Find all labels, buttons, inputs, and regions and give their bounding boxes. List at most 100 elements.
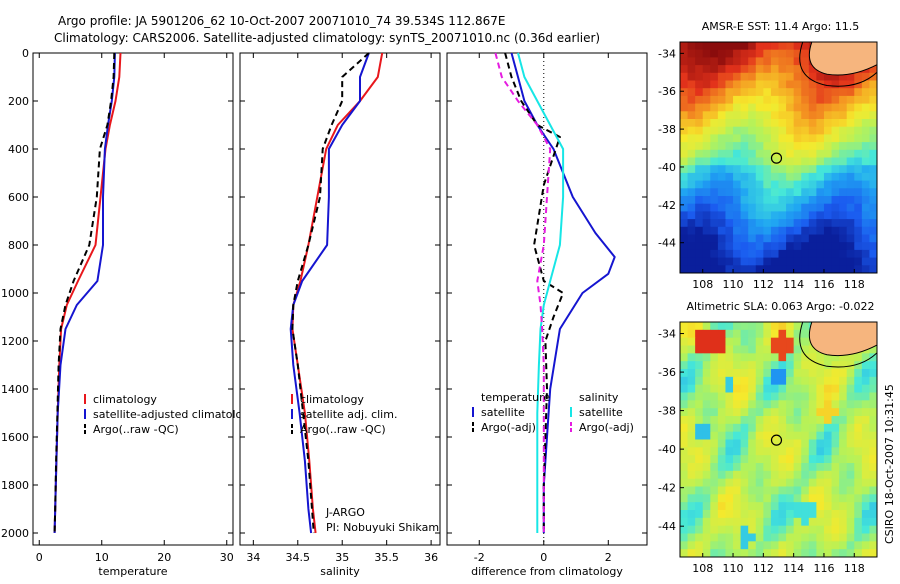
field-cell [786,384,795,394]
field-cell [778,188,787,197]
field-cell [748,329,757,339]
field-cell [702,322,711,331]
field-cell [846,478,855,488]
field-cell [740,400,749,409]
field-cell [839,157,848,166]
field-cell [831,80,840,89]
field-cell [710,455,719,464]
field-cell [725,408,734,417]
field-cell [801,80,810,89]
map-field [680,322,877,557]
field-cell [786,42,795,51]
field-cell [823,361,833,370]
figure-title-line1: Argo profile: JA 5901206_62 10-Oct-2007 … [58,14,506,28]
plot-frame [32,52,234,546]
field-cell [687,165,696,174]
field-cell [770,470,780,480]
field-cell [680,80,689,89]
field-cell [733,478,742,488]
field-cell [801,180,810,189]
field-cell [755,463,764,472]
field-cell [808,541,817,550]
field-cell [869,188,877,197]
field-cell [680,257,689,266]
field-cell [786,463,795,472]
field-cell [740,541,749,550]
field-cell [831,234,840,243]
field-cell [861,416,871,425]
field-cell [710,463,719,472]
field-cell [733,353,742,362]
field-cell [808,384,817,394]
field-cell [793,188,802,197]
field-cell [869,257,877,266]
field-cell [740,157,749,166]
field-cell [808,361,817,370]
field-cell [831,369,840,378]
field-cell [763,242,772,251]
field-cell [808,533,817,542]
field-cell [823,392,833,401]
field-cell [695,65,704,74]
field-cell [702,345,711,354]
map-x-tick-label: 116 [813,562,834,575]
field-cell [733,42,742,51]
field-cell [680,180,689,189]
field-cell [687,95,696,105]
field-cell [846,126,855,135]
x-tick-label: 2 [605,551,612,564]
field-cell [839,149,848,159]
field-cell [846,257,855,266]
field-cell [808,219,817,228]
field-cell [801,337,810,347]
field-cell [717,95,727,105]
field-cell [854,234,863,243]
field-cell [763,72,772,82]
field-cell [770,392,780,401]
field-cell [846,196,855,205]
field-cell [763,111,772,120]
field-cell [778,470,787,480]
field-cell [786,439,795,448]
legend-label: Argo(..raw -QC) [300,423,386,436]
field-cell [770,111,780,120]
field-cell [816,172,825,182]
field-cell [816,234,825,243]
field-cell [808,369,817,378]
field-cell [778,42,787,51]
field-cell [786,111,795,120]
field-cell [717,149,727,159]
coast-contour [799,42,877,87]
field-cell [687,322,696,331]
field-cell [763,95,772,105]
field-cell [748,408,757,417]
field-cell [687,337,696,347]
field-cell [816,400,825,409]
field-cell [733,455,742,464]
field-cell [717,180,727,189]
field-cell [763,142,772,151]
field-cell [733,111,742,120]
field-cell [816,470,825,480]
field-cell [687,234,696,243]
field-cell [748,72,757,82]
field-cell [801,416,810,425]
field-cell [846,165,855,174]
field-cell [801,494,810,503]
field-cell [846,455,855,464]
field-cell [839,517,848,527]
field-cell [748,134,757,143]
field-cell [717,42,727,51]
field-cell [801,525,810,535]
field-cell [725,353,734,362]
field-cell [748,376,757,386]
field-cell [846,361,855,370]
field-cell [755,149,764,159]
field-cell [869,525,877,535]
field-cell [831,525,840,535]
field-cell [680,211,689,220]
field-cell [710,126,719,135]
field-cell [740,42,749,51]
field-cell [702,416,711,425]
field-cell [763,384,772,394]
